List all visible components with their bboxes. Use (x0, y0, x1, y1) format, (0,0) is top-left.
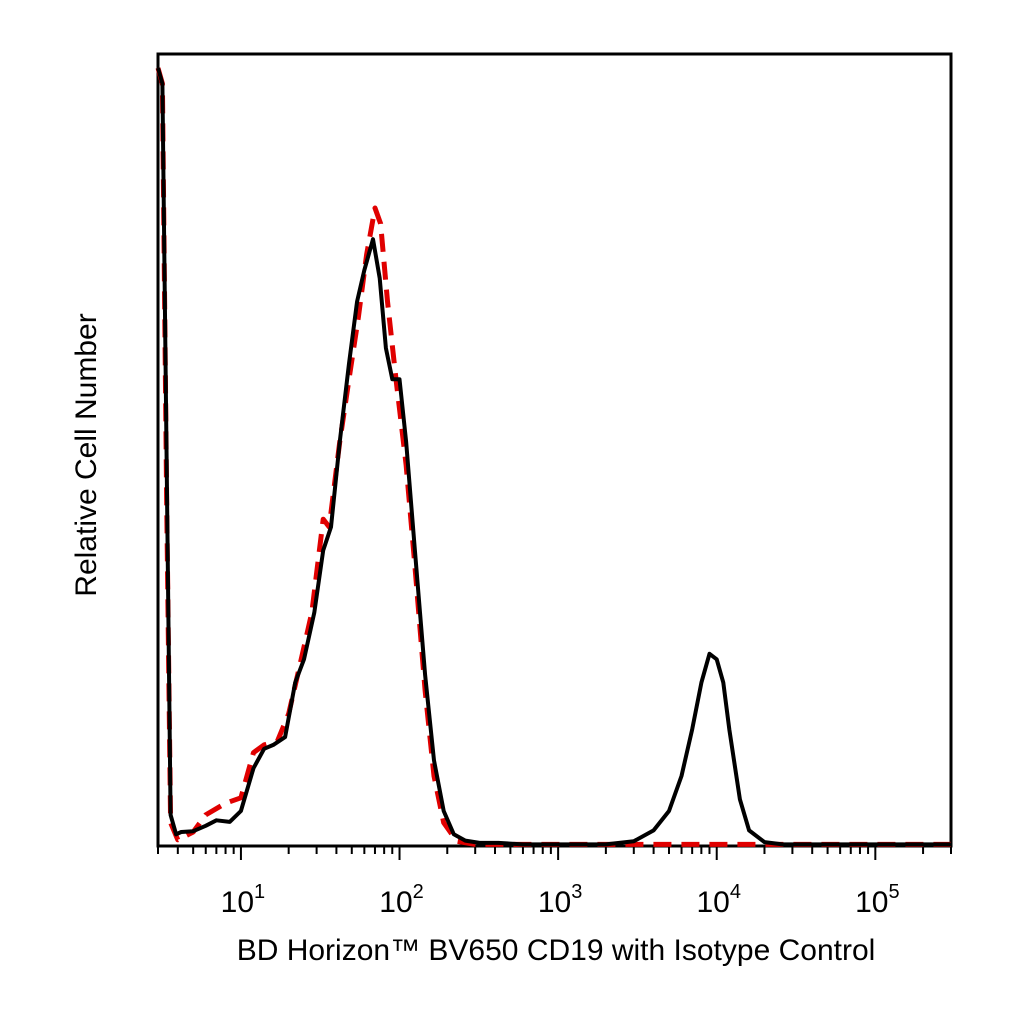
plot-frame (156, 52, 953, 848)
x-tick-label-1: 102 (379, 881, 424, 919)
x-tick-label-0: 101 (221, 881, 266, 919)
x-tick-label-2: 103 (538, 881, 583, 919)
y-axis-title: Relative Cell Number (70, 313, 103, 596)
x-tick-label-4: 105 (855, 881, 900, 919)
x-axis-tick-labels: 101 102 103 104 105 (221, 881, 900, 919)
cd19-histogram (156, 67, 951, 847)
isotype-control-histogram (155, 67, 951, 847)
series-layer (155, 67, 951, 847)
x-axis-ticks (157, 846, 952, 860)
x-tick-label-3: 104 (696, 881, 741, 919)
x-axis-title: BD Horizon™ BV650 CD19 with Isotype Cont… (237, 934, 876, 967)
